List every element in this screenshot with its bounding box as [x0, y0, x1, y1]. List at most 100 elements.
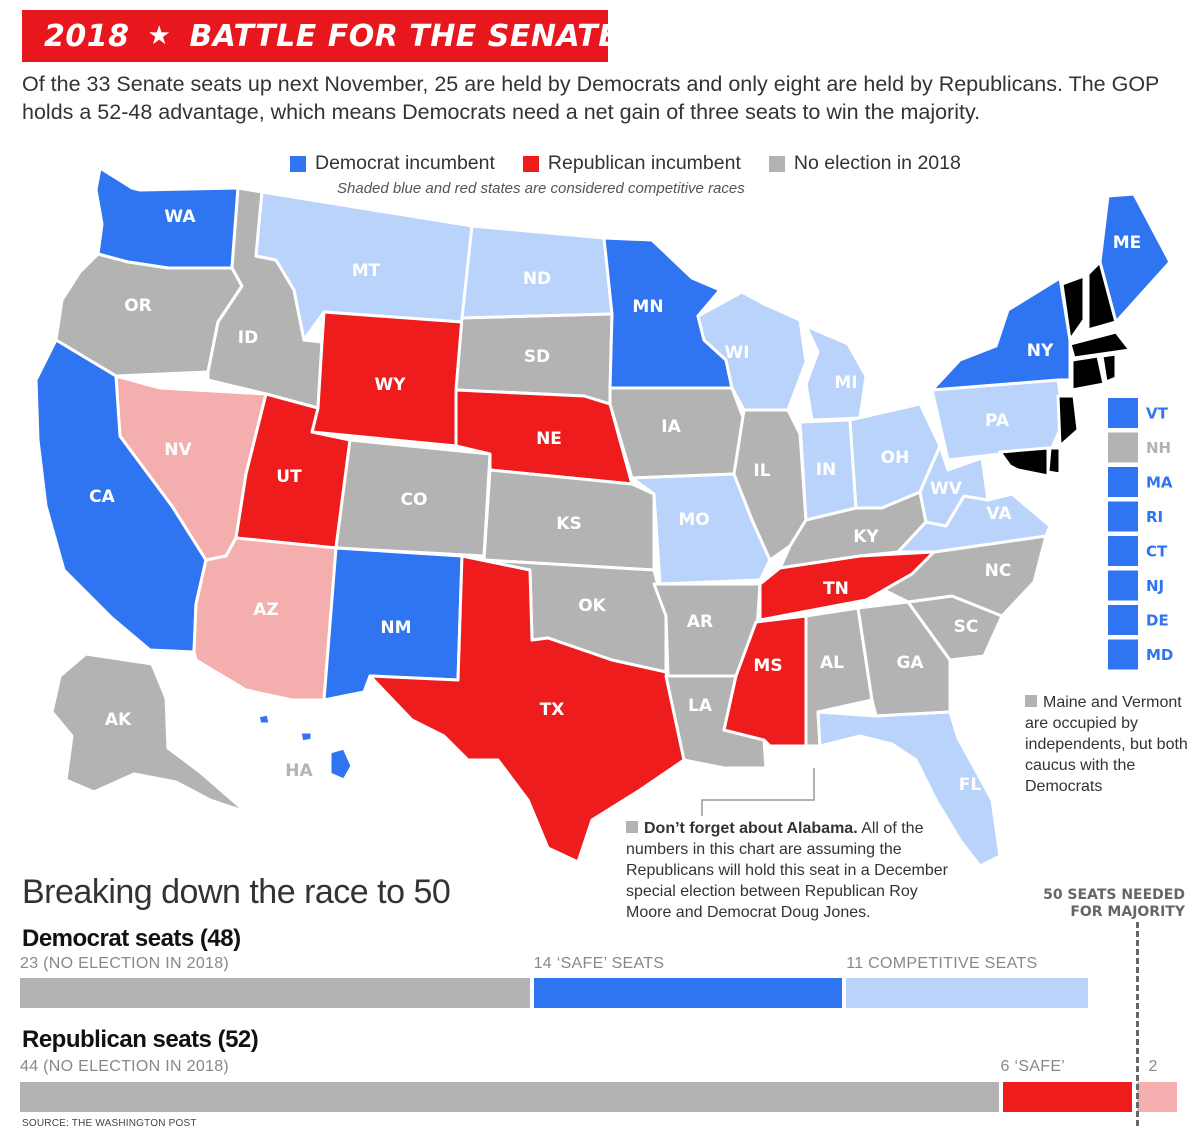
majority-label-line-1: 50 SEATS NEEDED	[1043, 887, 1185, 903]
ne-box-de	[1108, 605, 1138, 635]
label-mt: MT	[352, 261, 381, 281]
maine-vermont-note-text: Maine and Vermont are occupied by indepe…	[1025, 694, 1188, 795]
state-ak	[50, 652, 248, 814]
legend-swatch-no-election	[768, 155, 785, 172]
democrat-bar-segment-2	[846, 978, 1088, 1008]
label-in: IN	[816, 460, 837, 480]
democrat-bar-segment-1	[533, 978, 843, 1008]
label-ut: UT	[276, 467, 302, 487]
state-tx	[368, 554, 686, 864]
state-nc	[882, 534, 1048, 618]
us-senate-map: WA OR CA NV ID MT WY UT AZ CO NM ND SD N…	[34, 166, 1173, 868]
legend-swatch-republican	[522, 155, 539, 172]
label-ny: NY	[1027, 341, 1054, 361]
label-ms: MS	[753, 656, 782, 676]
label-sd: SD	[524, 347, 550, 367]
state-ri	[1100, 352, 1118, 384]
ne-box-ma	[1108, 467, 1138, 497]
label-ga: GA	[896, 653, 924, 673]
legend-item-republican: Republican incumbent	[522, 152, 741, 175]
label-il: IL	[753, 461, 770, 481]
label-ak: AK	[105, 710, 132, 730]
state-md	[998, 446, 1050, 478]
state-ny	[930, 276, 1072, 392]
label-id: ID	[238, 328, 258, 348]
label-nm: NM	[380, 618, 411, 638]
title-banner: 2018 ★ BATTLE FOR THE SENATE	[22, 10, 619, 62]
state-fl	[816, 710, 1002, 868]
northeast-state-list: VT NH MA RI CT NJ DE MD	[1108, 398, 1173, 670]
state-vt	[1060, 274, 1086, 342]
ne-label-ma: MA	[1146, 474, 1173, 492]
state-ct	[1070, 354, 1106, 392]
republican-segment-label-2: 2	[1148, 1058, 1158, 1075]
legend-note: Shaded blue and red states are considere…	[337, 180, 745, 197]
ne-label-ri: RI	[1146, 508, 1163, 526]
legend-label-republican: Republican incumbent	[547, 152, 741, 174]
label-ne: NE	[536, 429, 562, 449]
label-mn: MN	[632, 297, 663, 317]
label-mo: MO	[678, 510, 709, 530]
label-ha: HA	[285, 761, 313, 781]
ne-box-vt	[1108, 398, 1138, 428]
race-title: Breaking down the race to 50	[22, 873, 451, 911]
alabama-note: Don’t forget about Alabama. All of the n…	[626, 818, 956, 923]
state-ks	[482, 468, 656, 572]
legend-swatch-democrat	[290, 155, 306, 172]
democrat-bar-segment-0	[20, 978, 530, 1008]
ne-label-nj: NJ	[1146, 577, 1164, 595]
republican-segment-label-1: 6 ‘SAFE’	[1000, 1058, 1066, 1075]
legend-item-no-election: No election in 2018	[768, 152, 961, 175]
state-ha-island-2	[298, 730, 314, 744]
alabama-callout-line	[701, 768, 815, 816]
label-wi: WI	[724, 343, 749, 363]
state-de	[1046, 446, 1062, 476]
label-ky: KY	[853, 527, 879, 547]
democrat-segment-label-2: 11 COMPETITIVE SEATS	[846, 955, 1038, 972]
republican-bar-segment-1	[1002, 1082, 1133, 1112]
label-nv: NV	[164, 440, 192, 460]
majority-label: 50 SEATS NEEDED FOR MAJORITY	[1010, 887, 1185, 921]
legend-item-democrat: Democrat incumbent	[290, 152, 495, 175]
ne-box-nj	[1108, 570, 1138, 601]
source-credit: SOURCE: THE WASHINGTON POST	[22, 1118, 197, 1129]
republican-segment-label-0: 44 (NO ELECTION IN 2018)	[20, 1058, 230, 1075]
label-al: AL	[820, 653, 844, 673]
legend-label-no-election: No election in 2018	[793, 152, 961, 174]
label-mi: MI	[834, 373, 857, 393]
label-sc: SC	[954, 617, 979, 637]
label-ok: OK	[578, 596, 606, 616]
ne-label-nh: NH	[1146, 439, 1171, 457]
ne-label-de: DE	[1146, 612, 1169, 630]
label-pa: PA	[985, 411, 1010, 431]
state-ma	[1068, 330, 1132, 360]
ne-box-ct	[1108, 536, 1138, 566]
legend-label-democrat: Democrat incumbent	[315, 152, 495, 174]
label-la: LA	[688, 696, 713, 716]
label-co: CO	[401, 490, 428, 510]
label-wa: WA	[164, 207, 196, 227]
star-icon: ★	[147, 21, 172, 51]
title-year: 2018	[44, 18, 130, 54]
ne-label-md: MD	[1146, 646, 1173, 664]
page-title: BATTLE FOR THE SENATE	[189, 18, 620, 54]
ne-box-ri	[1108, 501, 1138, 532]
label-va: VA	[986, 504, 1012, 524]
label-or: OR	[124, 296, 152, 316]
label-tn: TN	[823, 579, 849, 599]
label-me: ME	[1113, 233, 1142, 253]
ne-label-vt: VT	[1146, 405, 1169, 423]
ne-label-ct: CT	[1146, 543, 1168, 561]
state-ha	[328, 746, 354, 782]
label-nd: ND	[523, 269, 551, 289]
majority-label-line-2: FOR MAJORITY	[1070, 904, 1185, 920]
republican-bar-segment-0	[20, 1082, 999, 1112]
state-wv	[918, 444, 990, 528]
label-ia: IA	[661, 417, 681, 437]
label-ca: CA	[89, 487, 115, 507]
note-square-icon	[1025, 695, 1037, 707]
democrat-segment-label-1: 14 ‘SAFE’ SEATS	[533, 955, 665, 972]
label-nc: NC	[985, 561, 1012, 581]
ne-box-md	[1108, 639, 1138, 670]
majority-line	[1136, 922, 1139, 1126]
